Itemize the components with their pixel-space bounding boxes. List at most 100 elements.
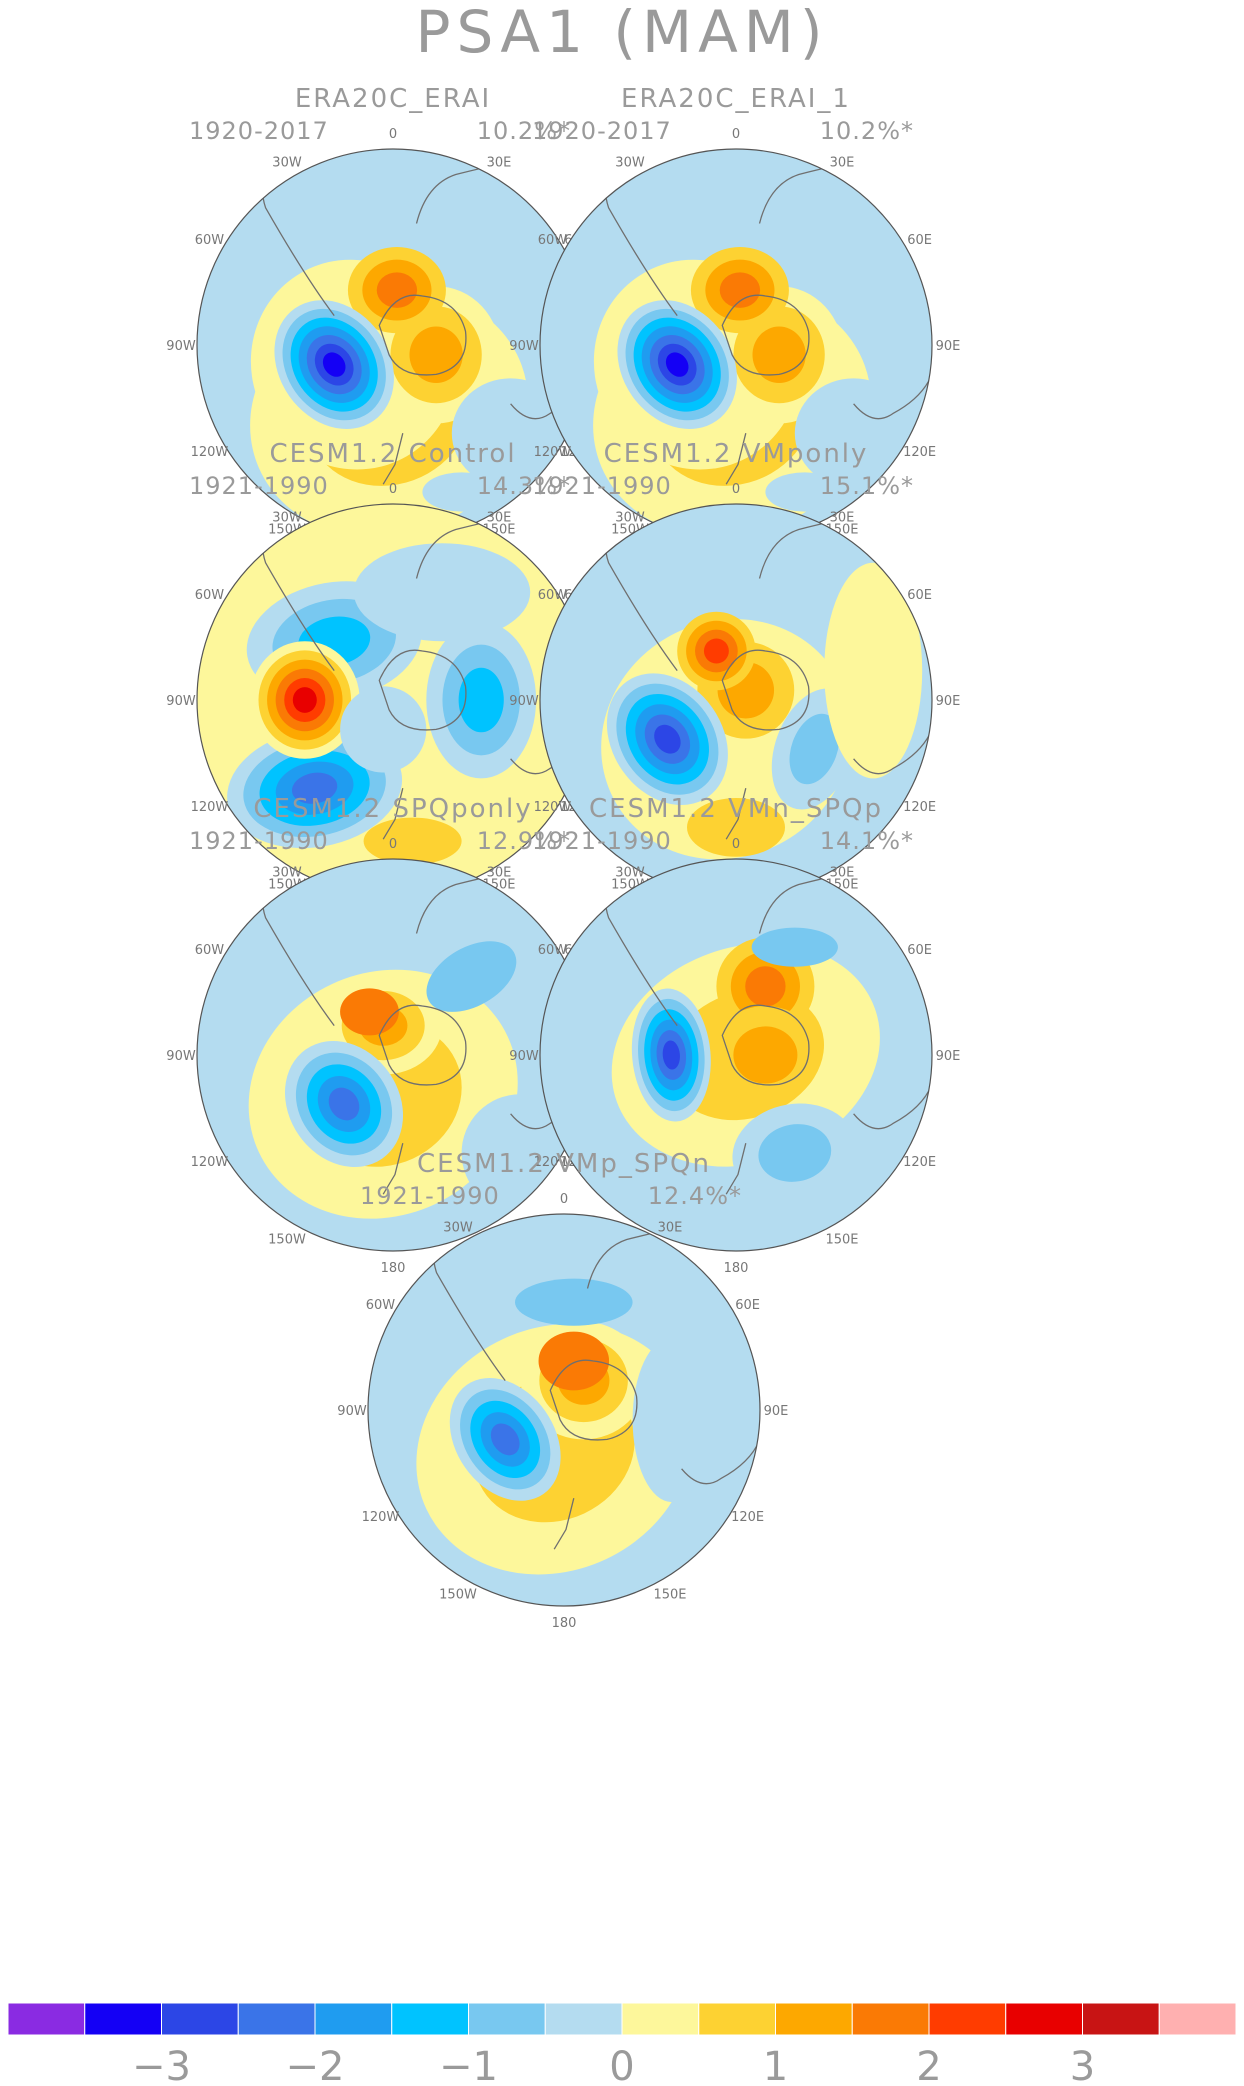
longitude-label: 60W bbox=[538, 233, 568, 248]
contour-fill bbox=[422, 472, 501, 512]
contour-fill bbox=[490, 1423, 520, 1456]
colorbar-swatch bbox=[544, 2002, 623, 2036]
panel-variance: 12.4%* bbox=[648, 1182, 742, 1210]
antarctica-coast bbox=[378, 649, 467, 731]
panel-variance: 15.1%* bbox=[820, 472, 914, 500]
coastline bbox=[604, 504, 932, 840]
longitude-label: 120E bbox=[903, 800, 936, 815]
longitude-label: 60W bbox=[538, 588, 568, 603]
longitude-label: 60W bbox=[538, 943, 568, 958]
longitude-label: 120W bbox=[534, 800, 572, 815]
colorbar-swatch bbox=[84, 2002, 162, 2036]
panel-period: 1921-1990 bbox=[532, 827, 672, 855]
map-field bbox=[540, 859, 932, 1251]
longitude-label: 60W bbox=[195, 233, 225, 248]
longitude-label: 60W bbox=[195, 588, 225, 603]
colorbar-swatch bbox=[1158, 2002, 1237, 2036]
longitude-label: 180 bbox=[552, 1616, 577, 1631]
panel-variance: 12.9%* bbox=[477, 827, 571, 855]
contour-fill bbox=[703, 638, 729, 664]
longitude-label: 90E bbox=[936, 1049, 961, 1064]
longitude-label: 150E bbox=[653, 1588, 686, 1603]
map-panel: CESM1.2 VMponly 1921-1990 15.1%* 0 30E 60E 90E… bbox=[509, 439, 960, 921]
longitude-label: 90W bbox=[166, 694, 196, 709]
panel-period: 1920-2017 bbox=[189, 117, 329, 145]
longitude-label: 90W bbox=[166, 339, 196, 354]
contour-fill bbox=[538, 1331, 610, 1391]
australia-coast bbox=[853, 729, 932, 775]
longitude-label: 90W bbox=[509, 339, 539, 354]
map-panel: CESM1.2 VMp_SPQn 1921-1990 12.4%* 0 30E 60E 90… bbox=[337, 1149, 788, 1631]
panel-variance: 14.1%* bbox=[820, 827, 914, 855]
contour-fill bbox=[719, 272, 761, 308]
contour-fill bbox=[789, 713, 840, 785]
contour-fill bbox=[353, 543, 531, 642]
longitude-label: 90E bbox=[936, 339, 961, 354]
figure-title: PSA1 (MAM) bbox=[416, 0, 829, 66]
longitude-label: 60E bbox=[735, 1298, 760, 1313]
panel-variance: 10.2%* bbox=[820, 117, 914, 145]
colorbar-tick-label: 0 bbox=[609, 2044, 634, 2086]
colorbar-swatch bbox=[928, 2002, 1007, 2036]
antarctica-coast bbox=[378, 294, 467, 376]
panel-title: CESM1.2 VMn_SPQp bbox=[589, 794, 883, 824]
colorbar-tick-label: 3 bbox=[1070, 2044, 1095, 2086]
antarctica-coast bbox=[549, 1359, 638, 1441]
longitude-label: 30W bbox=[272, 155, 302, 170]
colorbar-swatch bbox=[391, 2002, 469, 2036]
map-panel: ERA20C_ERAI_1 1920-2017 10.2%* 0 30E 60E 90E 12… bbox=[509, 84, 961, 566]
new-zealand-coast bbox=[725, 1143, 747, 1195]
contour-fill bbox=[322, 352, 346, 377]
longitude-label: 0 bbox=[732, 482, 740, 497]
map-panel: CESM1.2 Control1921-199014.3%*030E60E90E… bbox=[166, 439, 617, 921]
longitude-label: 150E bbox=[825, 1233, 858, 1248]
map-panel: CESM1.2 SPQponly1921-199012.9%*030E60E90… bbox=[166, 794, 617, 1276]
colorbar-swatch bbox=[1082, 2002, 1160, 2036]
colorbar-swatch bbox=[7, 2002, 86, 2036]
contour-fill bbox=[458, 667, 504, 733]
colorbar-swatch bbox=[698, 2002, 776, 2036]
longitude-label: 30E bbox=[487, 155, 512, 170]
longitude-label: 150W bbox=[439, 1588, 477, 1603]
contour-fill bbox=[654, 724, 681, 754]
map-border bbox=[539, 858, 933, 1252]
longitude-label: 30E bbox=[830, 155, 855, 170]
longitude-label: 30E bbox=[487, 510, 512, 525]
colorbar-swatch bbox=[851, 2002, 930, 2036]
contour-fill bbox=[328, 1087, 360, 1121]
longitude-label: 30W bbox=[615, 155, 645, 170]
colorbar-swatch bbox=[1005, 2002, 1083, 2036]
longitude-label: 120E bbox=[903, 445, 936, 460]
contour-fill bbox=[632, 1337, 711, 1503]
new-zealand-coast bbox=[725, 788, 747, 840]
contour-fill bbox=[426, 941, 517, 1012]
longitude-label: 90W bbox=[509, 1049, 539, 1064]
contour-fill bbox=[340, 686, 427, 773]
longitude-label: 30E bbox=[658, 1220, 683, 1235]
antarctica-coast bbox=[721, 294, 810, 376]
map-field bbox=[197, 149, 589, 541]
colorbar-swatch bbox=[468, 2002, 546, 2036]
longitude-label: 30W bbox=[272, 865, 302, 880]
longitude-label: 180 bbox=[724, 1261, 749, 1276]
contour-fill bbox=[687, 798, 785, 857]
antarctica-coast bbox=[721, 1004, 810, 1086]
map-field bbox=[197, 504, 589, 896]
colorbar: −3 −2 −1 0 1 2 3 bbox=[7, 2002, 1237, 2086]
panel-title: CESM1.2 SPQponly bbox=[253, 794, 532, 824]
new-zealand-coast bbox=[553, 1498, 575, 1550]
contour-fill bbox=[794, 378, 913, 489]
panel-title: ERA20C_ERAI_1 bbox=[621, 84, 851, 114]
map-field bbox=[197, 859, 589, 1251]
longitude-label: 0 bbox=[732, 127, 740, 142]
longitude-label: 90W bbox=[337, 1404, 367, 1419]
contour-fill bbox=[758, 1124, 832, 1182]
contour-fill bbox=[665, 352, 689, 377]
panel-period: 1921-1990 bbox=[189, 827, 329, 855]
longitude-label: 120E bbox=[903, 1155, 936, 1170]
new-zealand-coast bbox=[382, 433, 404, 485]
panel-title: CESM1.2 Control bbox=[269, 439, 516, 469]
panel-period: 1921-1990 bbox=[360, 1182, 500, 1210]
longitude-label: 0 bbox=[389, 837, 397, 852]
